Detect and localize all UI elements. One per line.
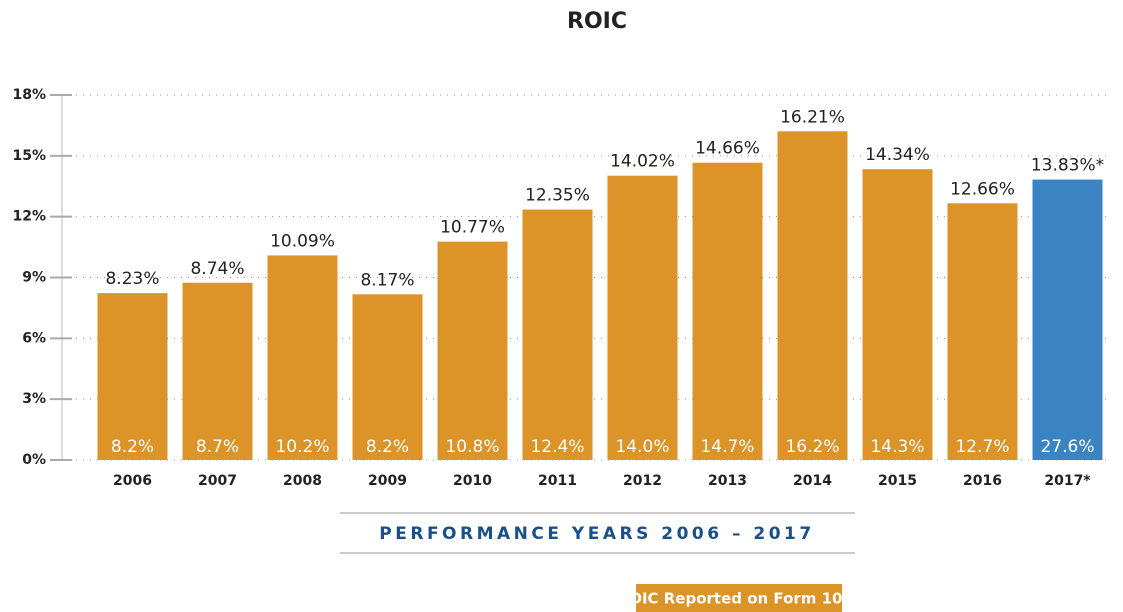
y-tick-label: 18% [12,87,46,103]
data-label: 8.23% [105,269,159,289]
x-tick-label: 2012 [623,473,662,489]
bar [862,169,933,460]
chart-title: ROIC [567,9,627,34]
inner-data-label: 10.8% [445,437,499,457]
y-tick-label: 6% [22,330,46,346]
inner-data-label: 14.7% [700,437,754,457]
bar [182,282,253,460]
data-label: 14.34% [865,145,930,165]
y-tick-label: 15% [12,148,46,164]
x-tick-label: 2015 [878,473,917,489]
bar [692,162,763,460]
data-label: 10.77% [440,218,505,238]
x-tick-label: 2010 [453,473,492,489]
legend-label: ROIC Reported on Form 10-K [618,590,862,608]
bar [777,131,848,460]
x-tick-label: 2006 [113,473,152,489]
bar [97,293,168,460]
x-tick-label: 2008 [283,473,322,489]
data-label: 12.35% [525,186,590,206]
inner-data-label: 8.2% [111,437,154,457]
data-label: 12.66% [950,179,1015,199]
x-tick-label: 2009 [368,473,407,489]
inner-data-label: 27.6% [1040,437,1094,457]
inner-data-label: 12.4% [530,437,584,457]
data-label: 8.74% [190,259,244,279]
x-tick-label: 2011 [538,473,577,489]
y-tick-label: 9% [22,270,46,286]
data-label: 16.21% [780,107,845,127]
data-label: 14.02% [610,152,675,172]
x-tick-label: 2007 [198,473,237,489]
bar [947,203,1018,461]
y-tick-label: 3% [22,391,46,407]
inner-data-label: 14.3% [870,437,924,457]
inner-data-label: 12.7% [955,437,1009,457]
legend-swatch [636,584,842,612]
inner-data-label: 10.2% [275,437,329,457]
inner-data-label: 8.7% [196,437,239,457]
y-tick-label: 0% [22,452,46,468]
x-tick-label: 2014 [793,473,832,489]
y-tick-label: 12% [12,209,46,225]
x-tick-label: 2017* [1044,473,1091,489]
x-axis-label: PERFORMANCE YEARS 2006 – 2017 [379,524,814,544]
inner-data-label: 16.2% [785,437,839,457]
bar [437,241,508,460]
x-tick-label: 2016 [963,473,1002,489]
bar [267,255,338,460]
bar [352,294,423,460]
x-tick-label: 2013 [708,473,747,489]
inner-data-label: 14.0% [615,437,669,457]
bar [522,209,593,460]
data-label: 10.09% [270,231,335,251]
data-label: 13.83%* [1031,156,1104,176]
data-label: 8.17% [360,270,414,290]
bar [1032,179,1103,460]
data-label: 14.66% [695,139,760,159]
bar [607,175,678,460]
inner-data-label: 8.2% [366,437,409,457]
